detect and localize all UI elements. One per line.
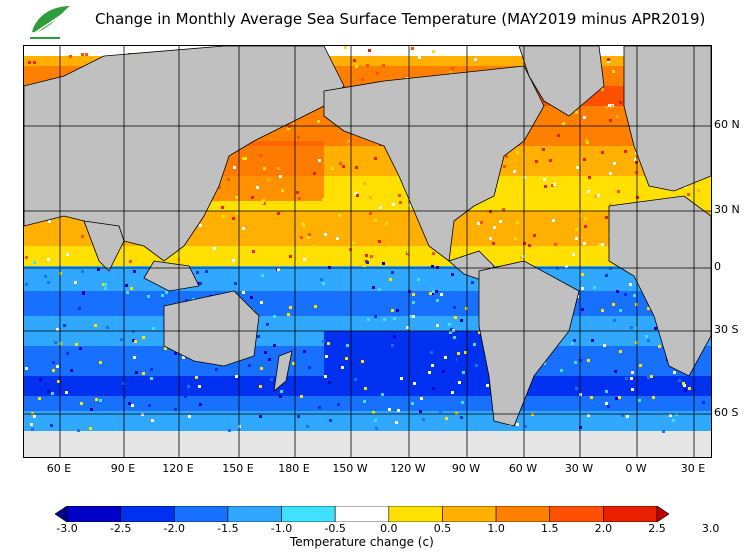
lat-label: 60 S	[714, 406, 739, 419]
lon-label: 90 E	[110, 462, 136, 475]
lat-label: 60 N	[714, 118, 740, 131]
lat-label: 30 S	[714, 323, 739, 336]
colorbar-tick-label: 2.5	[648, 522, 666, 535]
colorbar-tick-label: -3.0	[56, 522, 78, 535]
lon-label: 0 W	[625, 462, 647, 475]
lat-label: 0	[714, 260, 721, 273]
map-title: Change in Monthly Average Sea Surface Te…	[95, 10, 706, 28]
colorbar-segment	[549, 505, 604, 523]
colorbar-label: Temperature change (c)	[290, 535, 434, 549]
colorbar-segment	[656, 505, 670, 523]
colorbar-tick-label: -2.0	[163, 522, 185, 535]
leaf-logo-icon	[26, 2, 74, 42]
lon-label: 60 W	[508, 462, 538, 475]
lon-label: 60 E	[46, 462, 72, 475]
colorbar-tick-label: 3.0	[701, 522, 720, 535]
sst-change-map	[23, 45, 712, 458]
lon-label: 150 W	[332, 462, 368, 475]
colorbar-tick-label: 2.0	[594, 522, 613, 535]
colorbar-tick-label: 0.5	[433, 522, 452, 535]
colorbar-segment	[388, 505, 443, 523]
colorbar-tick-label: 1.0	[487, 522, 505, 535]
lon-label: 30 E	[680, 462, 706, 475]
colorbar-segment	[495, 505, 551, 523]
colorbar-tick-label: -2.5	[109, 522, 132, 535]
colorbar-segment	[603, 505, 658, 523]
colorbar-segment	[281, 505, 336, 523]
colorbar-segment	[442, 505, 497, 523]
colorbar-tick-label: -0.5	[324, 522, 346, 535]
colorbar-segment	[120, 505, 175, 523]
colorbar-tick-label: -1.5	[217, 522, 239, 535]
lon-label: 180 E	[278, 462, 310, 475]
lon-label: 90 W	[451, 462, 481, 475]
colorbar-segment	[66, 505, 121, 523]
colorbar-segment	[227, 505, 282, 523]
colorbar-segment	[334, 505, 390, 523]
lat-label: 30 N	[714, 203, 740, 216]
colorbar-segment	[54, 505, 68, 523]
colorbar	[54, 505, 670, 523]
colorbar-tick-label: -1.0	[270, 522, 293, 535]
colorbar-segment	[173, 505, 229, 523]
lon-label: 150 E	[222, 462, 254, 475]
lon-label: 120 E	[162, 462, 194, 475]
lon-label: 30 W	[564, 462, 594, 475]
lon-label: 120 W	[390, 462, 426, 475]
colorbar-tick-label: 0.0	[380, 522, 398, 535]
colorbar-tick-label: 1.5	[540, 522, 559, 535]
